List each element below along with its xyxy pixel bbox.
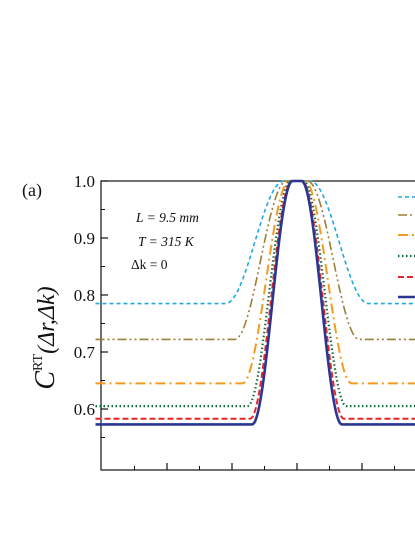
y-tick-label: 0.6 [74, 400, 95, 419]
series-line [95, 180, 415, 341]
annotation-length: L = 9.5 mm [135, 210, 199, 225]
svg-text:CRT(Δr,Δk): CRT(Δr,Δk) [30, 286, 61, 389]
y-axis-label: CRT(Δr,Δk) [30, 286, 61, 389]
y-tick-label: 0.9 [74, 229, 95, 248]
y-tick-labels: 0.6 0.7 0.8 0.9 1.0 [74, 172, 96, 419]
series-line [95, 180, 415, 420]
y-tick-label: 0.7 [74, 343, 96, 362]
axes [100, 180, 415, 471]
series-lines [95, 179, 415, 426]
panel-label: (a) [22, 180, 42, 201]
legend-keys [398, 196, 415, 299]
annotation-delta-k: Δk = 0 [131, 257, 168, 272]
y-label-main: C [30, 371, 61, 390]
annotation-temperature: T = 315 K [138, 234, 195, 249]
plot-frame [100, 180, 415, 471]
y-label-args: (Δr,Δk) [34, 286, 60, 354]
y-tick-label: 0.8 [74, 286, 95, 305]
series-line [95, 179, 415, 426]
y-tick-label: 1.0 [74, 172, 95, 191]
y-label-sup: RT [31, 353, 46, 370]
